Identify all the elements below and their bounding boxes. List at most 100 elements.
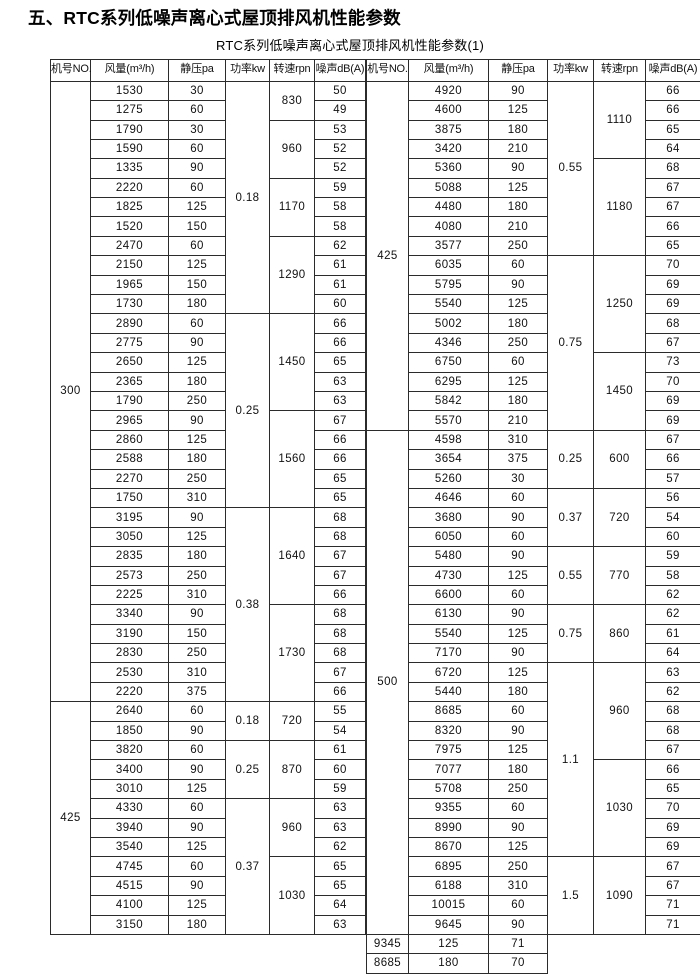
- cell-noise: 67: [646, 857, 700, 876]
- cell-noise: 67: [315, 663, 366, 682]
- cell-static-pressure: 60: [169, 702, 226, 721]
- cell-power: 0.37: [548, 488, 594, 546]
- cell-static-pressure: 180: [409, 954, 489, 973]
- cell-noise: 52: [315, 139, 366, 158]
- cell-airflow: 2830: [91, 644, 169, 663]
- cell-static-pressure: 150: [169, 275, 226, 294]
- cell-airflow: 6130: [409, 605, 489, 624]
- cell-airflow: 2470: [91, 236, 169, 255]
- cell-static-pressure: 180: [489, 120, 548, 139]
- cell-static-pressure: 180: [169, 372, 226, 391]
- cell-airflow: 2890: [91, 314, 169, 333]
- cell-power: 1.1: [548, 663, 594, 857]
- cell-airflow: 8990: [409, 818, 489, 837]
- cell-noise: 59: [315, 779, 366, 798]
- cell-power: 1.5: [548, 857, 594, 935]
- cell-speed: 960: [270, 120, 315, 178]
- cell-static-pressure: 250: [169, 566, 226, 585]
- cell-power: 0.37: [226, 799, 270, 935]
- cell-noise: 66: [315, 333, 366, 352]
- cell-noise: 62: [315, 236, 366, 255]
- cell-airflow: 3820: [91, 741, 169, 760]
- cell-static-pressure: 60: [489, 256, 548, 275]
- cell-static-pressure: 90: [169, 876, 226, 895]
- cell-static-pressure: 180: [169, 547, 226, 566]
- cell-noise: 57: [646, 469, 700, 488]
- cell-airflow: 6188: [409, 876, 489, 895]
- cell-static-pressure: 90: [169, 508, 226, 527]
- cell-static-pressure: 310: [169, 663, 226, 682]
- cell-speed: 1450: [594, 353, 646, 431]
- cell-static-pressure: 210: [489, 217, 548, 236]
- cell-speed: 600: [594, 430, 646, 488]
- cell-noise: 67: [646, 178, 700, 197]
- column-header-model: 机号NO.: [51, 59, 91, 81]
- cell-noise: 54: [315, 721, 366, 740]
- cell-airflow: 1530: [91, 81, 169, 100]
- cell-static-pressure: 180: [169, 295, 226, 314]
- cell-airflow: 3940: [91, 818, 169, 837]
- cell-noise: 69: [646, 295, 700, 314]
- cell-airflow: 2270: [91, 469, 169, 488]
- cell-airflow: 3680: [409, 508, 489, 527]
- cell-noise: 70: [646, 256, 700, 275]
- cell-noise: 67: [315, 411, 366, 430]
- cell-static-pressure: 180: [489, 392, 548, 411]
- cell-airflow: 1590: [91, 139, 169, 158]
- cell-noise: 63: [315, 799, 366, 818]
- cell-model: 425: [367, 81, 409, 430]
- cell-noise: 62: [646, 605, 700, 624]
- cell-static-pressure: 125: [489, 566, 548, 585]
- cell-airflow: 5002: [409, 314, 489, 333]
- cell-airflow: 9355: [409, 799, 489, 818]
- tables-container: 机号NO. 风量(m³/h) 静压pa 功率kw 转速rpn 噪声dB(A) 3…: [0, 59, 700, 974]
- cell-noise: 64: [646, 139, 700, 158]
- cell-power: 0.38: [226, 508, 270, 702]
- cell-power: 0.25: [226, 741, 270, 799]
- cell-airflow: 2640: [91, 702, 169, 721]
- cell-noise: 68: [315, 624, 366, 643]
- cell-airflow: 7170: [409, 644, 489, 663]
- cell-noise: 52: [315, 159, 366, 178]
- cell-airflow: 2775: [91, 333, 169, 352]
- cell-airflow: 6600: [409, 585, 489, 604]
- cell-static-pressure: 90: [489, 508, 548, 527]
- cell-static-pressure: 250: [489, 857, 548, 876]
- cell-noise: 58: [646, 566, 700, 585]
- cell-speed: 720: [270, 702, 315, 741]
- cell-static-pressure: 125: [409, 934, 489, 953]
- column-header-speed: 转速rpn: [594, 59, 646, 81]
- cell-airflow: 4598: [409, 430, 489, 449]
- cell-airflow: 3190: [91, 624, 169, 643]
- cell-static-pressure: 60: [169, 857, 226, 876]
- cell-static-pressure: 60: [489, 896, 548, 915]
- cell-noise: 67: [315, 566, 366, 585]
- cell-airflow: 2530: [91, 663, 169, 682]
- cell-noise: 58: [315, 198, 366, 217]
- cell-static-pressure: 180: [489, 198, 548, 217]
- cell-static-pressure: 125: [489, 741, 548, 760]
- cell-static-pressure: 60: [169, 139, 226, 158]
- cell-static-pressure: 150: [169, 624, 226, 643]
- table-title: RTC系列低噪声离心式屋顶排风机性能参数(1): [0, 30, 700, 59]
- cell-model: 500: [367, 430, 409, 934]
- cell-static-pressure: 125: [169, 256, 226, 275]
- cell-airflow: 2835: [91, 547, 169, 566]
- cell-static-pressure: 310: [489, 876, 548, 895]
- cell-airflow: 5842: [409, 392, 489, 411]
- cell-noise: 66: [646, 217, 700, 236]
